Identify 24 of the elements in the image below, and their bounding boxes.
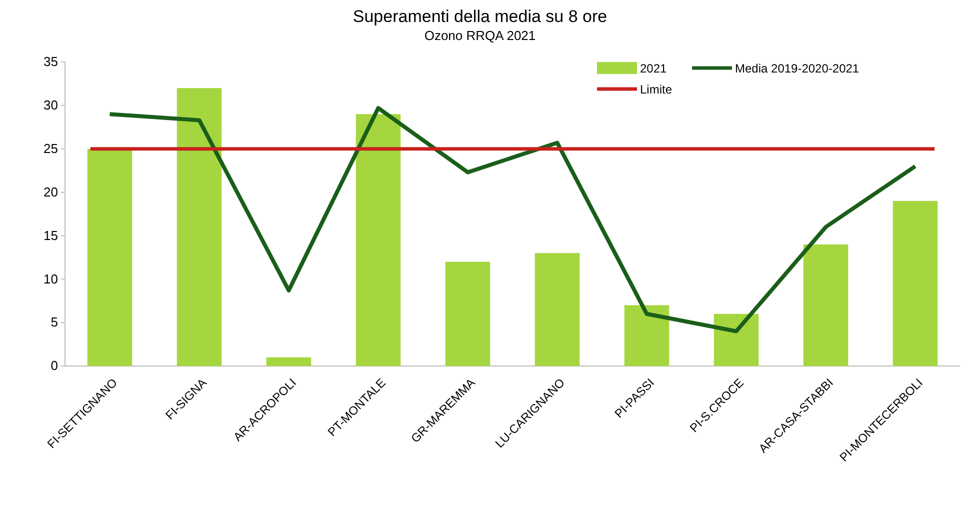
bar: [803, 244, 848, 366]
bar: [266, 357, 312, 366]
y-tick-label: 0: [50, 358, 58, 374]
y-tick-label: 25: [44, 141, 58, 156]
legend-label: Limite: [640, 82, 672, 96]
y-tick-label: 30: [44, 98, 58, 113]
chart-subtitle: Ozono RRQA 2021: [424, 28, 536, 43]
line-series: [108, 106, 918, 334]
bar: [356, 114, 401, 366]
chart-title: Superamenti della media su 8 ore: [352, 7, 608, 26]
bar: [87, 148, 132, 366]
bar: [714, 314, 759, 366]
y-tick-label: 20: [44, 184, 58, 200]
y-tick-label: 35: [44, 54, 58, 70]
legend-label: Media 2019-2020-2021: [735, 62, 860, 76]
y-tick-label: 15: [44, 228, 58, 243]
y-tick-label: 5: [50, 314, 58, 330]
y-tick-label: 10: [44, 271, 58, 286]
bar: [176, 88, 222, 366]
legend-label: 2021: [640, 62, 668, 76]
bar: [624, 305, 670, 366]
bar: [534, 253, 580, 366]
bar: [445, 262, 490, 366]
bar: [892, 200, 938, 366]
